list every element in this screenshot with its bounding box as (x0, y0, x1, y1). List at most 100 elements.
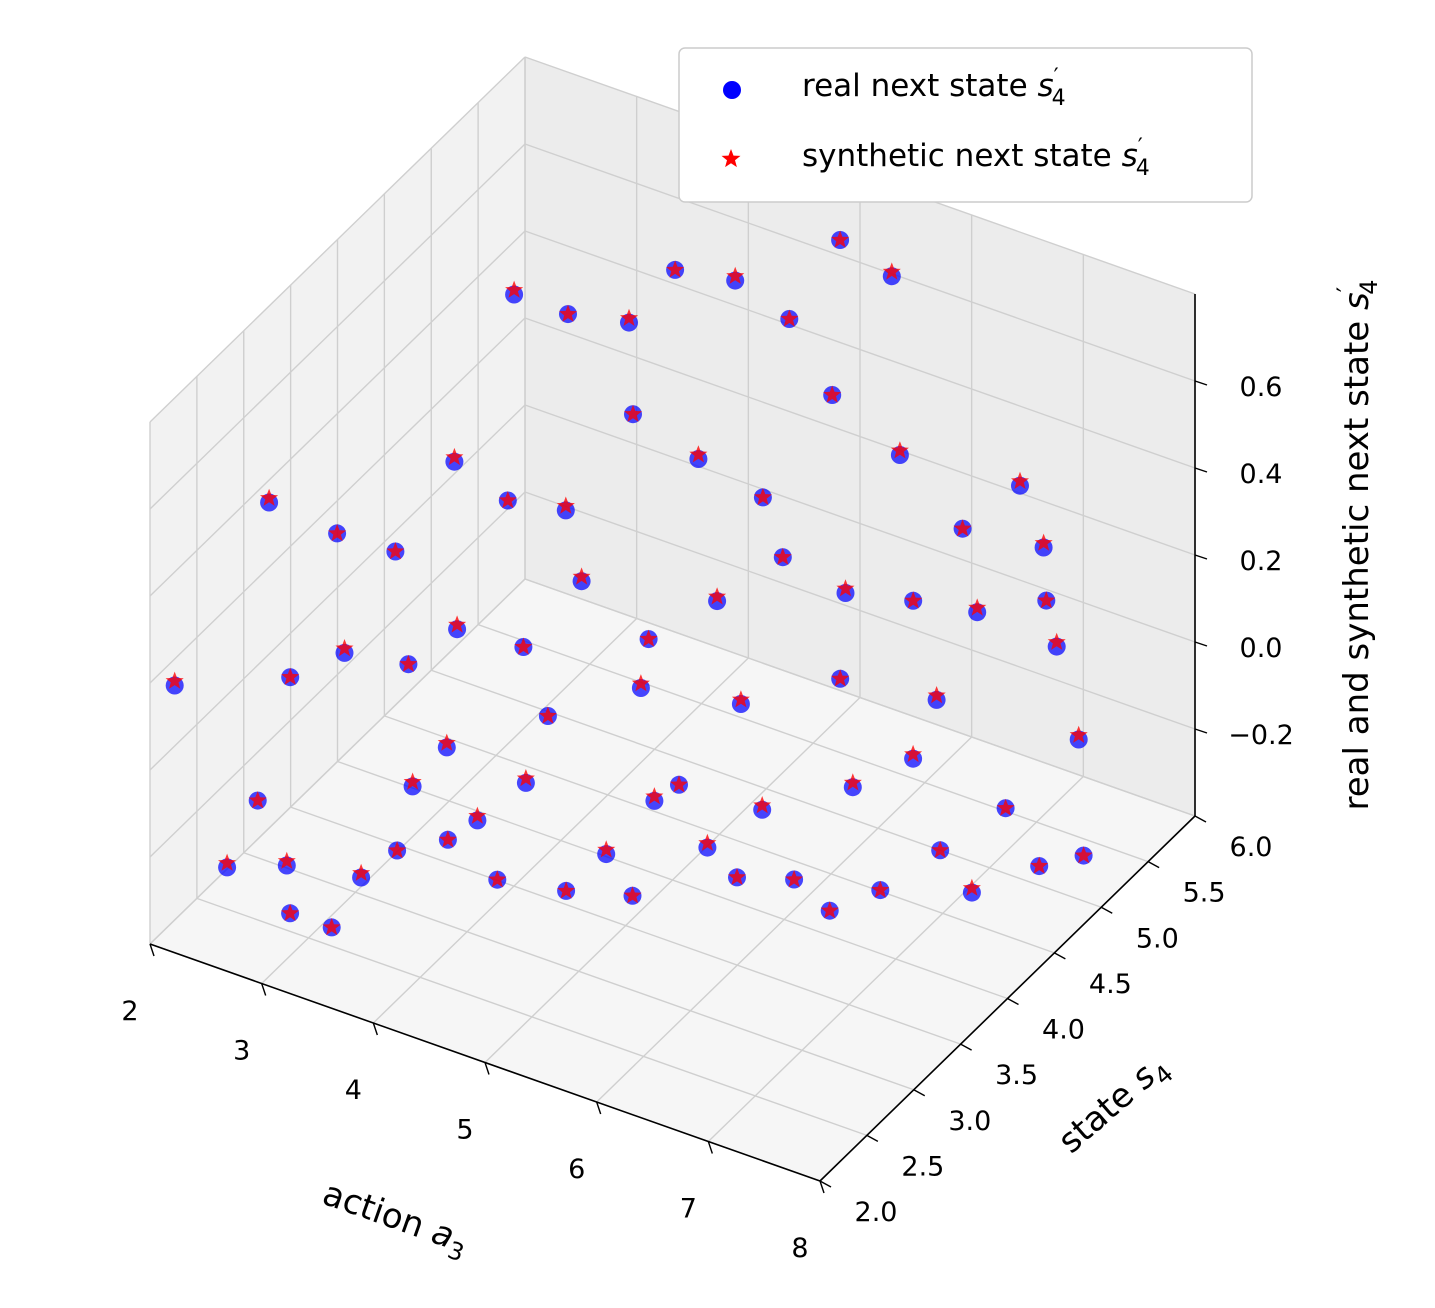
synthetic-point (996, 798, 1015, 816)
floor-grid-line-y (196, 897, 868, 1137)
y-tick-mark (1194, 815, 1207, 823)
y-tick-mark (819, 1180, 832, 1188)
left-grid-line-z (149, 578, 526, 945)
synthetic-point (445, 447, 464, 466)
synthetic-point (708, 587, 727, 605)
synthetic-point (726, 266, 745, 284)
y-tick-mark (866, 1134, 879, 1142)
y-tick-label: 5.0 (1136, 923, 1179, 954)
synthetic-point (624, 404, 643, 422)
synthetic-point (572, 567, 591, 585)
z-tick-mark (1194, 467, 1208, 473)
y-tick-label: 6.0 (1230, 832, 1273, 863)
y-tick-label: 3.0 (948, 1106, 991, 1137)
left-grid-line-z (149, 491, 526, 858)
synthetic-point (623, 886, 642, 904)
x-tick-label: 4 (345, 1075, 362, 1106)
synthetic-point (281, 667, 300, 685)
synthetic-point (785, 870, 804, 888)
synthetic-point (823, 385, 842, 403)
y-tick-mark (1054, 952, 1066, 960)
x-tick-mark (707, 1141, 713, 1154)
synthetic-point (689, 445, 708, 463)
back-grid-line-z (524, 404, 1196, 643)
x-tick-label: 7 (680, 1194, 697, 1225)
y-tick-label: 2.5 (901, 1151, 944, 1182)
z-tick-label: 0.6 (1240, 372, 1283, 403)
synthetic-point (968, 598, 987, 616)
synthetic-point (438, 830, 457, 848)
synthetic-point (831, 669, 850, 687)
synthetic-point (403, 772, 422, 790)
back-grid-line-z (524, 578, 1196, 817)
x-tick-label: 6 (568, 1154, 585, 1185)
legend: real next state s′ 4 synthetic next state… (678, 47, 1253, 203)
synthetic-point (557, 881, 576, 899)
left-grid-line-z (149, 317, 526, 684)
synthetic-point (386, 542, 405, 560)
synthetic-point (670, 775, 688, 793)
z-tick-mark (1194, 380, 1208, 386)
z-axis-label-subscript: 4 (1355, 280, 1383, 295)
legend-synthetic-label: synthetic next state s′ 4 (802, 135, 1150, 181)
z-tick-label: 0.2 (1240, 546, 1283, 577)
legend-synthetic-symbol: s (1122, 138, 1138, 174)
y-tick-mark (1007, 997, 1019, 1006)
synthetic-point (698, 833, 717, 851)
x-tick-label: 8 (791, 1233, 808, 1264)
synthetic-point (904, 591, 923, 609)
synthetic-point (931, 840, 950, 858)
synthetic-point (753, 487, 772, 506)
synthetic-point (322, 917, 341, 936)
synthetic-point (281, 903, 300, 921)
synthetic-point (505, 280, 524, 298)
synthetic-point (927, 686, 946, 704)
x-tick-mark (149, 943, 155, 957)
synthetic-point (1047, 632, 1066, 650)
synthetic-point (780, 309, 799, 327)
y-tick-mark (913, 1089, 926, 1097)
z-axis-label-prefix: real and synthetic next state (1337, 310, 1377, 811)
synthetic-point (1069, 725, 1088, 743)
data-markers (165, 230, 1093, 937)
synthetic-point (953, 519, 972, 537)
z-axis-label-symbol: s (1337, 292, 1377, 310)
synthetic-point (871, 880, 890, 898)
synthetic-point (645, 787, 664, 805)
y-tick-mark (960, 1043, 972, 1051)
synthetic-point (488, 870, 507, 888)
x-tick-label: 3 (233, 1036, 250, 1067)
floor-grid-line-y (337, 760, 1008, 1000)
synthetic-point (388, 841, 407, 859)
z-tick-mark (1194, 728, 1208, 734)
legend-synthetic-prefix: synthetic next state (802, 138, 1122, 174)
back-grid-line-z (524, 317, 1196, 556)
back-grid-line-z (524, 491, 1196, 730)
synthetic-point (516, 769, 535, 787)
synthetic-point (335, 639, 354, 657)
z-axis-label-prime: ′ (1332, 287, 1360, 292)
synthetic-point (843, 773, 862, 791)
y-tick-label: 3.5 (995, 1060, 1038, 1091)
synthetic-point (1034, 533, 1053, 551)
synthetic-point (165, 671, 184, 689)
x-tick-mark (819, 1180, 825, 1194)
y-tick-label: 4.0 (1042, 1015, 1085, 1046)
synthetic-point (836, 579, 855, 597)
z-tick-label: 0.0 (1240, 633, 1283, 664)
legend-real-symbol: s (1038, 68, 1054, 104)
legend-real-prime: ′ (1054, 65, 1059, 90)
legend-synthetic-subscript: 4 (1136, 156, 1150, 181)
synthetic-point (882, 262, 901, 280)
synthetic-point (514, 637, 533, 655)
synthetic-point (260, 488, 279, 506)
synthetic-point (831, 230, 850, 248)
synthetic-point (556, 496, 575, 514)
left-grid-line-z (149, 56, 526, 423)
y-axis-label: state s4 (1051, 1046, 1179, 1166)
synthetic-point (448, 615, 467, 633)
legend-real-subscript: 4 (1052, 86, 1066, 111)
synthetic-point (277, 851, 296, 869)
tick-labels: 2 3 4 5 6 7 8 2.02.53.03.54.04.55.05.56.0 −0.2 0.… (121, 372, 1293, 1264)
